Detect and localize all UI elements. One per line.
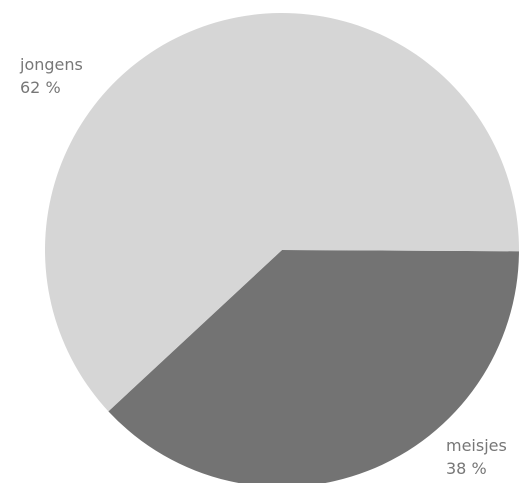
slice-label-meisjes: meisjes	[446, 436, 507, 455]
slice-value-meisjes: 38 %	[446, 459, 487, 478]
slice-value-jongens: 62 %	[20, 78, 61, 97]
pie-slice-meisjes	[108, 250, 519, 483]
pie-slice-jongens	[45, 13, 519, 412]
slice-label-jongens: jongens	[19, 55, 83, 74]
pie-slices	[45, 13, 519, 483]
